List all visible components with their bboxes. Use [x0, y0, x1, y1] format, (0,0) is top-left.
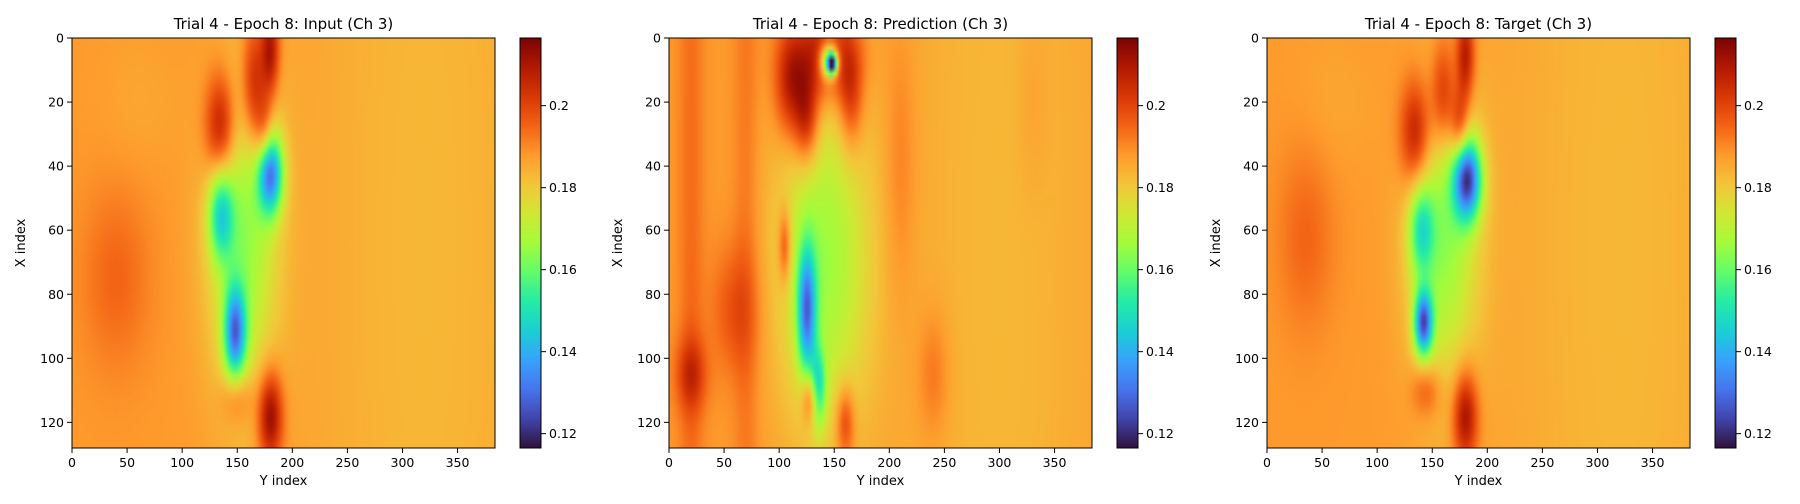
x-tick-label: 100 — [767, 455, 791, 470]
heatmap-image — [72, 38, 495, 448]
y-tick-label: 40 — [1243, 159, 1259, 174]
x-tick-label: 0 — [665, 455, 673, 470]
colorbar-tick-label: 0.16 — [1146, 262, 1174, 277]
x-tick-label: 50 — [119, 455, 135, 470]
y-tick-label: 40 — [645, 159, 661, 174]
y-axis-label: X index — [14, 218, 29, 267]
x-tick-label: 200 — [877, 455, 901, 470]
heatmap-image — [669, 38, 1092, 448]
x-tick-label: 300 — [391, 455, 415, 470]
colorbar-tick-label: 0.12 — [1744, 426, 1772, 441]
y-tick-label: 120 — [40, 415, 64, 430]
y-tick-label: 80 — [645, 287, 661, 302]
chart-title: Trial 4 - Epoch 8: Prediction (Ch 3) — [752, 15, 1008, 33]
colorbar — [520, 38, 541, 448]
y-tick-label: 60 — [645, 223, 661, 238]
x-tick-label: 150 — [1420, 455, 1444, 470]
y-tick-label: 40 — [48, 159, 64, 174]
x-tick-label: 200 — [280, 455, 304, 470]
x-tick-label: 50 — [716, 455, 732, 470]
colorbar-tick-label: 0.12 — [549, 426, 577, 441]
y-tick-label: 100 — [1235, 351, 1259, 366]
y-axis-label: X index — [611, 218, 626, 267]
chart-title: Trial 4 - Epoch 8: Input (Ch 3) — [173, 15, 394, 33]
x-axis-label: Y index — [259, 474, 308, 489]
colorbar-tick-label: 0.12 — [1146, 426, 1174, 441]
y-tick-label: 20 — [48, 95, 64, 110]
x-tick-label: 200 — [1475, 455, 1499, 470]
colorbar-tick-label: 0.2 — [1744, 98, 1764, 113]
colorbar-tick-label: 0.16 — [1744, 262, 1772, 277]
y-tick-label: 80 — [48, 287, 64, 302]
colorbar-tick-label: 0.18 — [549, 180, 577, 195]
y-tick-label: 100 — [637, 351, 661, 366]
plot-frame — [668, 37, 1093, 449]
y-tick-label: 80 — [1243, 287, 1259, 302]
colorbar-frame — [1116, 37, 1139, 449]
x-tick-label: 150 — [225, 455, 249, 470]
x-tick-label: 50 — [1314, 455, 1330, 470]
x-tick-label: 100 — [1365, 455, 1389, 470]
colorbar-tick-label: 0.16 — [549, 262, 577, 277]
colorbar-frame — [519, 37, 542, 449]
x-tick-label: 350 — [1043, 455, 1067, 470]
x-tick-label: 250 — [335, 455, 359, 470]
x-tick-label: 250 — [1530, 455, 1554, 470]
colorbar-tick-label: 0.14 — [549, 344, 577, 359]
x-tick-label: 300 — [1586, 455, 1610, 470]
colorbar-tick-label: 0.14 — [1146, 344, 1174, 359]
y-axis-label: X index — [1209, 218, 1224, 267]
colorbar-tick-label: 0.18 — [1744, 180, 1772, 195]
x-tick-label: 150 — [822, 455, 846, 470]
x-tick-label: 350 — [446, 455, 470, 470]
y-tick-label: 0 — [1251, 31, 1259, 46]
x-tick-label: 0 — [68, 455, 76, 470]
y-tick-label: 60 — [48, 223, 64, 238]
chart-title: Trial 4 - Epoch 8: Target (Ch 3) — [1364, 15, 1592, 33]
colorbar-frame — [1714, 37, 1737, 449]
x-tick-label: 250 — [932, 455, 956, 470]
y-tick-label: 0 — [56, 31, 64, 46]
y-tick-label: 120 — [637, 415, 661, 430]
x-axis-label: Y index — [1454, 474, 1503, 489]
x-tick-label: 0 — [1263, 455, 1271, 470]
y-tick-label: 100 — [40, 351, 64, 366]
x-tick-label: 300 — [988, 455, 1012, 470]
y-tick-label: 60 — [1243, 223, 1259, 238]
y-tick-label: 20 — [1243, 95, 1259, 110]
x-tick-label: 100 — [170, 455, 194, 470]
x-axis-label: Y index — [856, 474, 905, 489]
plot-frame — [1266, 37, 1691, 449]
colorbar-tick-label: 0.18 — [1146, 180, 1174, 195]
y-tick-label: 120 — [1235, 415, 1259, 430]
colorbar-tick-label: 0.2 — [1146, 98, 1166, 113]
heatmap-image — [1267, 38, 1690, 448]
colorbar — [1117, 38, 1138, 448]
plot-frame — [71, 37, 496, 449]
y-tick-label: 20 — [645, 95, 661, 110]
colorbar-tick-label: 0.14 — [1744, 344, 1772, 359]
y-tick-label: 0 — [653, 31, 661, 46]
x-tick-label: 350 — [1641, 455, 1665, 470]
colorbar-tick-label: 0.2 — [549, 98, 569, 113]
colorbar — [1715, 38, 1736, 448]
